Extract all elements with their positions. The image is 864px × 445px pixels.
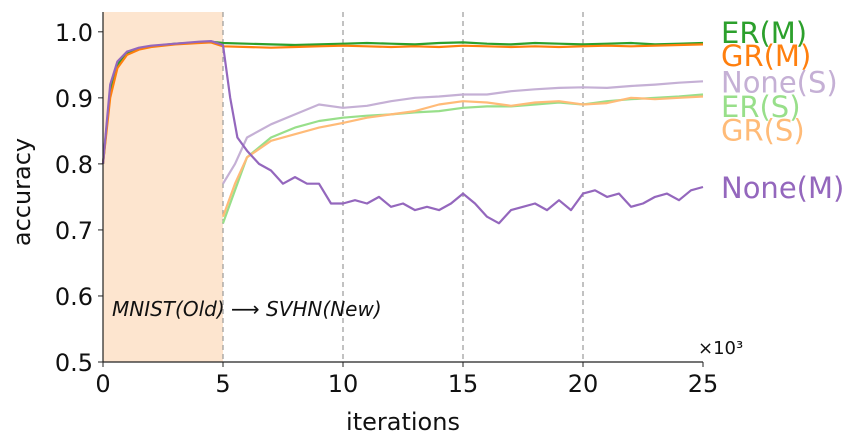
series-line-gr-m — [101, 41, 704, 165]
x-tick-label: 5 — [215, 370, 230, 398]
y-axis-ticks: 0.5 0.6 0.7 0.8 0.9 1.0 — [55, 19, 103, 377]
y-tick-label: 1.0 — [55, 19, 93, 47]
x-tick-label: 25 — [688, 370, 719, 398]
task-transition-annotation: MNIST(Old) ⟶ SVHN(New) — [112, 297, 382, 321]
y-tick-label: 0.9 — [55, 85, 93, 113]
legend-entry: ER(M) — [721, 16, 807, 50]
legend-entry: GR(M) — [721, 39, 811, 73]
legend: ER(M)GR(M)None(S)ER(S)GR(S) None(M) — [721, 16, 844, 205]
y-tick-label: 0.8 — [55, 151, 93, 179]
x-tick-label: 10 — [328, 370, 359, 398]
series-line-none-s — [222, 80, 704, 185]
series-line-none-m — [101, 39, 704, 225]
y-tick-label: 0.6 — [55, 283, 93, 311]
shaded-old-task-region — [103, 12, 223, 362]
x-tick-label: 20 — [568, 370, 599, 398]
x-axis-multiplier: ×10³ — [698, 338, 743, 359]
legend-entry: None(M) — [721, 171, 844, 205]
legend-entry: ER(S) — [721, 90, 801, 124]
vertical-gridlines — [222, 12, 584, 362]
y-axis-label: accuracy — [8, 138, 36, 246]
legend-entry: GR(S) — [721, 114, 805, 148]
y-tick-label: 0.5 — [55, 349, 93, 377]
series-line-gr-s — [221, 95, 704, 218]
x-tick-label: 0 — [95, 370, 110, 398]
y-tick-label: 0.7 — [55, 217, 93, 245]
legend-entry: None(S) — [721, 65, 838, 99]
x-tick-label: 15 — [448, 370, 479, 398]
series-layer — [101, 39, 704, 225]
x-axis-label: iterations — [346, 408, 460, 436]
x-axis-ticks: 0 5 10 15 20 25 — [95, 362, 718, 398]
